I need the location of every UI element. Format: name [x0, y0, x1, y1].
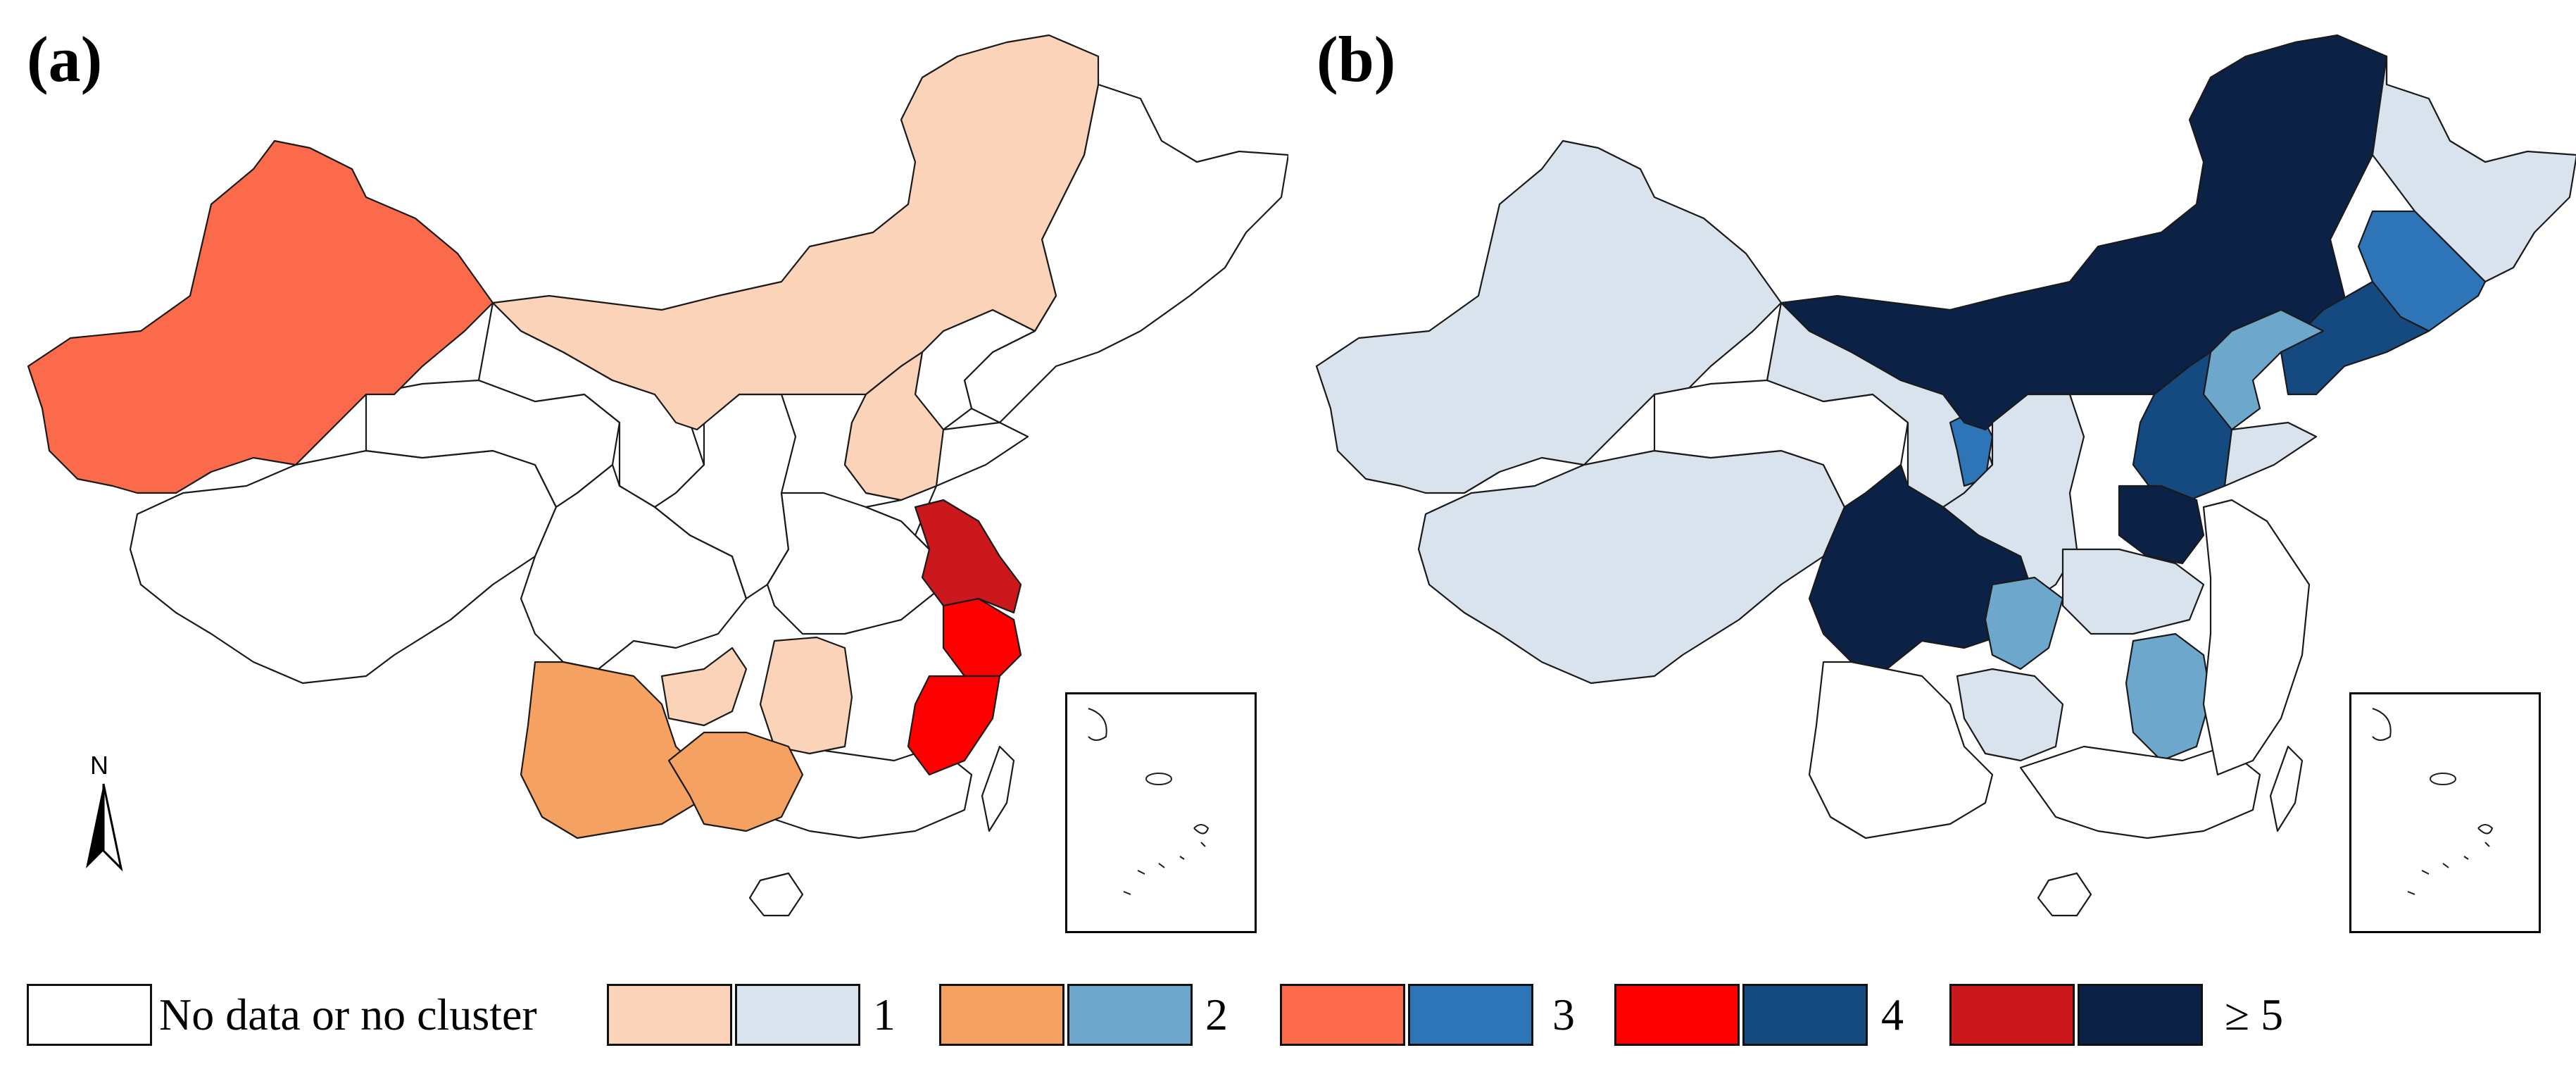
province-henan: [2118, 485, 2205, 565]
legend-swatch-b-2: [1067, 984, 1193, 1046]
legend-label-3: 3: [1552, 989, 1575, 1039]
province-guizhou: [1956, 668, 2064, 762]
province-hainan: [748, 872, 804, 917]
province-sichuan: [520, 463, 748, 670]
south-china-sea-inset-b: [2349, 692, 2541, 933]
legend-swatch-b-3: [1408, 984, 1533, 1046]
legend-label-2: 2: [1205, 989, 1228, 1039]
province-jiangsu: [914, 499, 1022, 614]
legend-swatch-b-5: [2078, 984, 2203, 1046]
province-zhejiang: [942, 597, 1022, 678]
legend-swatch-b-1: [735, 984, 860, 1046]
legend-swatch-no-data: [27, 984, 152, 1046]
province-chongqing: [1984, 576, 2064, 670]
province-inner-mongolia: [1780, 34, 2388, 431]
legend-swatch-a-1: [607, 984, 732, 1046]
province-guizhou: [667, 731, 804, 832]
province-shaanxi: [653, 393, 797, 600]
province-inner-mongolia: [491, 34, 1100, 431]
legend-label-5: ≥ 5: [2225, 989, 2284, 1039]
map-panel-b: [1315, 34, 2576, 917]
province-yunnan: [1808, 661, 1994, 839]
legend-swatch-a-5: [1949, 984, 2075, 1046]
province-hunan: [759, 636, 853, 755]
legend: No data or no cluster 1 2 3 4 ≥ 5: [0, 984, 2576, 1051]
province-hubei: [2061, 548, 2205, 635]
province-liaoning: [2280, 280, 2430, 396]
province-fujian: [907, 675, 1001, 776]
inset-islands-b: [2372, 708, 2494, 895]
north-label: N: [90, 751, 108, 780]
panel-b-label: (b): [1317, 23, 1396, 95]
province-jiangxi: [2125, 632, 2212, 762]
legend-swatch-a-2: [939, 984, 1064, 1046]
legend-label-4: 4: [1881, 989, 1904, 1039]
province-tibet: [1417, 449, 1846, 685]
map-panel-a: [27, 34, 1288, 917]
province-tibet: [129, 449, 558, 685]
legend-label-no-data: No data or no cluster: [159, 989, 537, 1039]
legend-swatch-b-4: [1742, 984, 1868, 1046]
province-xinjiang: [1315, 139, 1783, 494]
legend-label-1: 1: [873, 989, 896, 1039]
legend-swatch-a-4: [1614, 984, 1740, 1046]
province-shanxi: [843, 351, 945, 501]
province-hainan: [2037, 872, 2092, 917]
north-arrow-icon: [86, 783, 123, 872]
province-east-coast: [2202, 499, 2311, 776]
panel-a-label: (a): [27, 23, 103, 95]
province-taiwan: [2269, 745, 2304, 832]
inset-islands-a: [1088, 708, 1210, 895]
legend-swatch-a-3: [1280, 984, 1405, 1046]
province-jilin: [2357, 210, 2487, 332]
province-taiwan: [981, 745, 1015, 832]
province-south: [2019, 745, 2261, 839]
south-china-sea-inset-a: [1065, 692, 1257, 933]
province-chongqing: [660, 647, 748, 727]
province-xinjiang: [27, 139, 494, 494]
province-shandong: [2223, 421, 2318, 487]
